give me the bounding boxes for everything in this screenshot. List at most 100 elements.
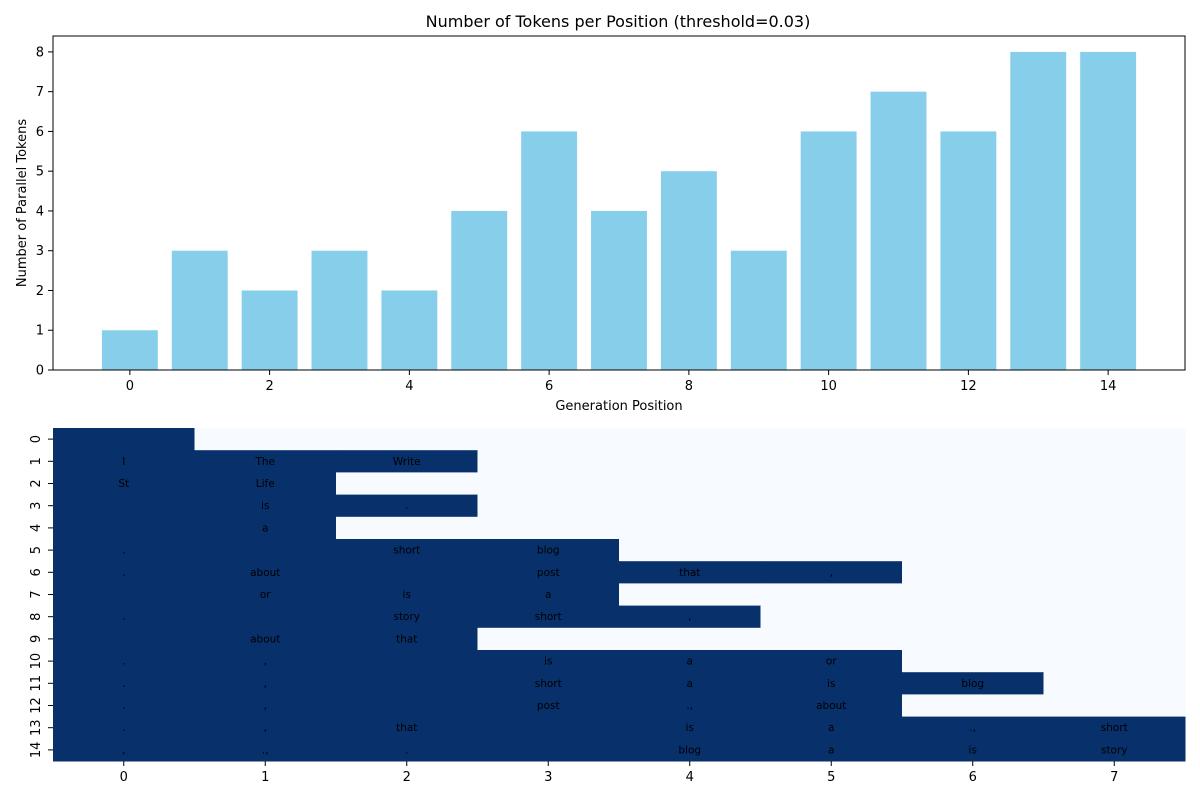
heatmap-cell: [902, 650, 1044, 673]
bar-14: [1080, 51, 1137, 371]
heatmap-cell: [53, 450, 195, 473]
x-axis-label: Generation Position: [555, 399, 682, 414]
heatmap-cell: [760, 627, 903, 651]
heatmap-cell: [1043, 583, 1186, 607]
heatmap-cell: [1043, 472, 1186, 496]
heatmap-cell: [619, 672, 761, 695]
heatmap-cell: [902, 694, 1044, 718]
heatmap-cells: [53, 428, 1186, 762]
heatmap-cell: [760, 672, 903, 695]
heatmap-cell: [336, 650, 478, 673]
heatmap-cell: [477, 738, 620, 762]
heatmap-cell: [902, 472, 1044, 496]
heatmap-x-tick-label: 2: [403, 770, 411, 785]
heatmap-cell: [194, 605, 337, 629]
heatmap-cell: [336, 738, 478, 762]
heatmap-x-ticks: 0 1 2 3 4 5 6 7: [120, 761, 1118, 785]
heatmap-cell: [477, 494, 620, 518]
bar-1: [171, 250, 228, 370]
heatmap-cell: [760, 450, 903, 473]
heatmap-cell: [53, 428, 195, 451]
heatmap-cell: [760, 516, 903, 540]
heatmap-cell: [477, 539, 620, 562]
cell-token-label: a: [687, 656, 693, 668]
cell-token-label: short: [535, 678, 562, 690]
heatmap-cell: [53, 472, 195, 496]
heatmap-cell: [336, 472, 478, 496]
heatmap-cell: [619, 561, 761, 584]
cell-token-label: .,: [686, 700, 693, 712]
cell-token-label: .: [122, 700, 125, 712]
cell-token-label: .,: [969, 722, 976, 734]
bar-5: [451, 210, 508, 370]
heatmap-cell: [1043, 627, 1186, 651]
heatmap-cell: [760, 650, 903, 673]
heatmap-cell: [477, 450, 620, 473]
heatmap-cell: [619, 627, 761, 651]
cell-token-label: .: [405, 500, 408, 512]
heatmap-cell: [336, 428, 478, 451]
heatmap-cell: [619, 583, 761, 607]
y-tick-label: 5: [36, 165, 44, 180]
heatmap-cell: [902, 516, 1044, 540]
cell-token-label: that: [396, 722, 417, 734]
heatmap-cell: [760, 605, 903, 629]
heatmap-cell: [619, 450, 761, 473]
heatmap-y-tick-label: 5: [29, 546, 44, 554]
cell-token-label: The: [254, 456, 275, 468]
cell-token-label: a: [687, 678, 693, 690]
heatmap-cell: [194, 650, 337, 673]
bar-chart: Number of Tokens per Position (threshold…: [15, 12, 1186, 414]
x-tick-label: 12: [960, 379, 977, 394]
heatmap-cell: [902, 561, 1044, 584]
heatmap-y-tick-label: 11: [29, 675, 44, 692]
bar-12: [940, 131, 997, 370]
cell-token-label: that: [679, 567, 700, 579]
heatmap-cell: [336, 716, 478, 740]
heatmap-cell: [902, 738, 1044, 762]
heatmap-cell: [53, 561, 195, 584]
heatmap-cell: [336, 605, 478, 629]
cell-token-label: ,: [830, 567, 833, 579]
bar-11: [870, 91, 927, 371]
heatmap-cell: [477, 516, 620, 540]
heatmap-cell: [760, 494, 903, 518]
heatmap-cell: [902, 494, 1044, 518]
cell-token-label: is: [827, 678, 835, 690]
heatmap-cell: [336, 450, 478, 473]
bar-8: [660, 171, 717, 370]
heatmap-cell: [194, 539, 337, 562]
heatmap-y-tick-label: 13: [29, 719, 44, 736]
heatmap-cell: [619, 694, 761, 718]
heatmap-cell: [194, 672, 337, 695]
cell-token-label: or: [260, 589, 271, 601]
cell-token-label: about: [816, 700, 846, 712]
heatmap-cell: [53, 494, 195, 518]
cell-token-label: story: [1101, 744, 1128, 756]
heatmap-cell: [1043, 428, 1186, 451]
y-tick-label: 3: [36, 244, 44, 259]
heatmap-cell: [1043, 650, 1186, 673]
heatmap-x-tick-label: 4: [686, 770, 694, 785]
heatmap-cell: [53, 539, 195, 562]
cell-token-label: about: [250, 567, 280, 579]
heatmap-y-tick-label: 0: [29, 435, 44, 443]
cell-token-label: that: [396, 633, 417, 645]
heatmap-cell: [619, 650, 761, 673]
heatmap-cell: [336, 627, 478, 651]
heatmap-cell: [194, 583, 337, 607]
cell-token-label: ,: [264, 656, 267, 668]
heatmap-cell: [194, 516, 337, 540]
heatmap-cell: [336, 494, 478, 518]
x-tick-label: 2: [265, 379, 273, 394]
y-tick-label: 1: [36, 324, 44, 339]
cell-token-label: a: [262, 522, 268, 534]
heatmap-cell: [619, 494, 761, 518]
heatmap-cell: [902, 716, 1044, 740]
cell-token-label: I: [122, 456, 125, 468]
x-tick-label: 6: [545, 379, 553, 394]
heatmap-cell: [336, 561, 478, 584]
heatmap-cell: [477, 716, 620, 740]
